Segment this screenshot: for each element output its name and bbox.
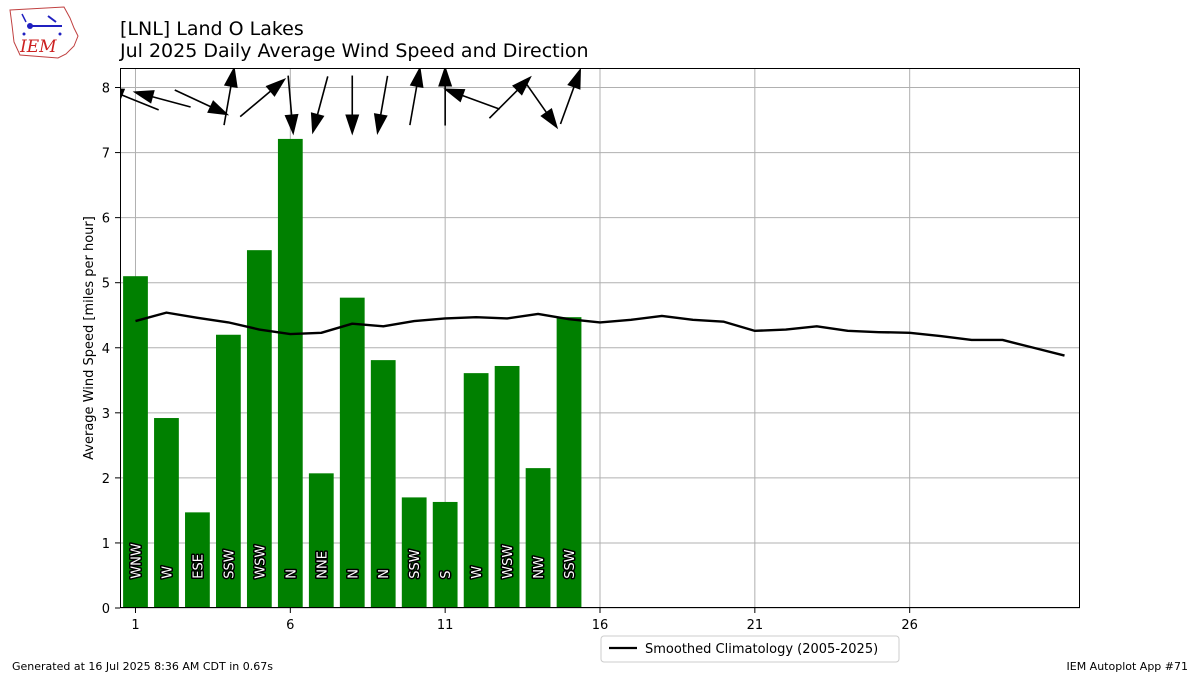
direction-label-outline: SSW bbox=[563, 549, 578, 579]
direction-label: W bbox=[160, 566, 175, 579]
x-tick-label: 11 bbox=[437, 618, 454, 633]
direction-label: WSW bbox=[253, 545, 268, 579]
wind-arrow bbox=[559, 68, 582, 125]
bar bbox=[401, 497, 427, 608]
bar bbox=[308, 473, 334, 608]
plot-frame bbox=[120, 68, 1080, 608]
wind-arrow bbox=[443, 88, 500, 110]
bar bbox=[216, 334, 241, 608]
y-tick-label: 8 bbox=[102, 82, 110, 97]
iem-logo: IEM bbox=[9, 6, 79, 59]
wind-arrow bbox=[132, 90, 191, 108]
wind-arrow bbox=[284, 75, 299, 136]
y-tick-label: 2 bbox=[102, 472, 110, 487]
direction-label-outline: ESE bbox=[191, 554, 206, 579]
bar bbox=[463, 373, 489, 608]
bar bbox=[370, 360, 396, 608]
wind-arrow bbox=[438, 68, 453, 126]
y-tick-label: 6 bbox=[102, 212, 110, 227]
direction-label-outline: WSW bbox=[253, 545, 268, 579]
direction-label: N bbox=[284, 569, 299, 579]
direction-label: NNE bbox=[315, 551, 330, 579]
chart-subtitle: Jul 2025 Daily Average Wind Speed and Di… bbox=[119, 40, 589, 62]
wind-arrow bbox=[409, 68, 424, 126]
direction-label-outline: W bbox=[160, 566, 175, 579]
y-tick-label: 4 bbox=[102, 342, 110, 357]
footer-app-id: IEM Autoplot App #71 bbox=[1066, 660, 1189, 673]
bar bbox=[339, 297, 365, 608]
direction-label: S bbox=[439, 570, 454, 578]
y-tick-label: 3 bbox=[102, 407, 110, 422]
direction-label-outline: W bbox=[470, 566, 485, 579]
chart-title: [LNL] Land O Lakes bbox=[120, 18, 304, 40]
direction-label: N bbox=[377, 569, 392, 579]
y-tick-label: 7 bbox=[102, 147, 110, 162]
wind-arrow bbox=[523, 79, 559, 130]
direction-label-outline: SSW bbox=[408, 549, 423, 579]
bar bbox=[277, 138, 303, 609]
wind-arrow bbox=[310, 76, 329, 135]
direction-label-outline: WSW bbox=[501, 545, 516, 579]
bar bbox=[556, 317, 582, 608]
footer-generated: Generated at 16 Jul 2025 8:36 AM CDT in … bbox=[12, 660, 273, 673]
direction-label-outline: NW bbox=[532, 556, 547, 579]
direction-label: N bbox=[346, 569, 361, 579]
direction-label: WNW bbox=[129, 543, 144, 579]
direction-label-outline: N bbox=[284, 569, 299, 579]
bar bbox=[525, 468, 551, 608]
x-tick-label: 1 bbox=[131, 618, 139, 633]
bar bbox=[432, 501, 458, 608]
y-tick-label: 1 bbox=[102, 537, 110, 552]
legend-entry-climatology: Smoothed Climatology (2005-2025) bbox=[645, 642, 878, 657]
wind-arrow bbox=[373, 75, 389, 135]
bar bbox=[494, 365, 520, 608]
wind-direction-arrows bbox=[120, 68, 582, 136]
y-axis-label: Average Wind Speed [miles per hour] bbox=[82, 216, 97, 460]
wind-arrow bbox=[174, 89, 230, 116]
x-tick-label: 16 bbox=[592, 618, 609, 633]
direction-label: ESE bbox=[191, 554, 206, 579]
bar bbox=[154, 418, 179, 608]
direction-label-outline: N bbox=[377, 569, 392, 579]
direction-label: SSW bbox=[563, 549, 578, 579]
climatology-line bbox=[135, 311, 1065, 357]
bar bbox=[185, 512, 210, 608]
wind-arrow bbox=[488, 75, 532, 119]
y-tick-label: 0 bbox=[102, 602, 110, 617]
direction-label-outline: SSW bbox=[222, 549, 237, 579]
y-tick-label: 5 bbox=[102, 277, 110, 292]
direction-label: SSW bbox=[222, 549, 237, 579]
direction-label-outline: NNE bbox=[315, 551, 330, 579]
bar bbox=[123, 276, 148, 608]
wind-arrow bbox=[223, 68, 238, 126]
legend: Smoothed Climatology (2005-2025) bbox=[600, 635, 900, 663]
bar bbox=[246, 250, 272, 608]
direction-label-outline: N bbox=[346, 569, 361, 579]
direction-label: WSW bbox=[501, 545, 516, 579]
direction-label: NW bbox=[532, 556, 547, 579]
wind-arrow bbox=[120, 87, 159, 111]
y-axis-ticks: 0 1 2 3 4 5 6 7 8 bbox=[102, 82, 120, 617]
wind-arrow bbox=[239, 78, 287, 118]
x-tick-label: 21 bbox=[747, 618, 764, 633]
x-tick-label: 26 bbox=[901, 618, 918, 633]
direction-label-outline: S bbox=[439, 570, 454, 578]
bars bbox=[123, 138, 582, 609]
wind-arrow bbox=[345, 75, 360, 136]
logo-text: IEM bbox=[19, 37, 57, 57]
direction-label-outline: WNW bbox=[129, 543, 144, 579]
direction-label: W bbox=[470, 566, 485, 579]
x-axis-ticks: 1 6 11 16 21 26 bbox=[131, 608, 918, 633]
direction-label: SSW bbox=[408, 549, 423, 579]
climatology-series-line bbox=[135, 311, 1065, 357]
x-tick-label: 6 bbox=[286, 618, 294, 633]
